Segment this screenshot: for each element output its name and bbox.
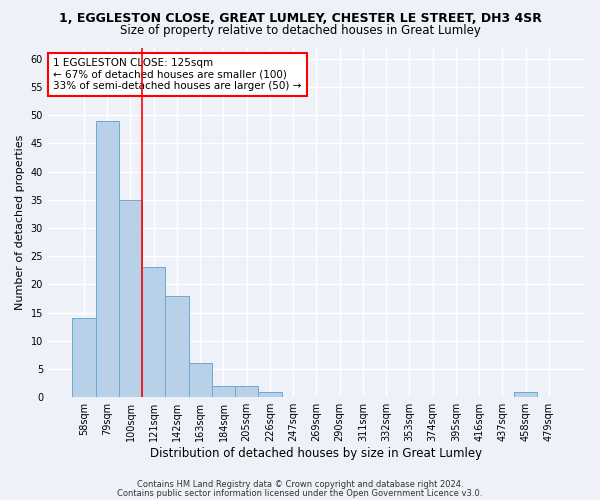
X-axis label: Distribution of detached houses by size in Great Lumley: Distribution of detached houses by size …: [151, 447, 482, 460]
Bar: [73, 318, 95, 397]
Bar: [142, 268, 166, 397]
Bar: [188, 364, 212, 397]
Bar: [95, 121, 119, 397]
Text: 1 EGGLESTON CLOSE: 125sqm
← 67% of detached houses are smaller (100)
33% of semi: 1 EGGLESTON CLOSE: 125sqm ← 67% of detac…: [53, 58, 302, 91]
Bar: [119, 200, 142, 397]
Text: 1, EGGLESTON CLOSE, GREAT LUMLEY, CHESTER LE STREET, DH3 4SR: 1, EGGLESTON CLOSE, GREAT LUMLEY, CHESTE…: [59, 12, 541, 26]
Bar: [212, 386, 235, 397]
Bar: [166, 296, 188, 397]
Y-axis label: Number of detached properties: Number of detached properties: [15, 134, 25, 310]
Bar: [235, 386, 259, 397]
Bar: [259, 392, 281, 397]
Text: Size of property relative to detached houses in Great Lumley: Size of property relative to detached ho…: [119, 24, 481, 37]
Bar: [514, 392, 538, 397]
Text: Contains HM Land Registry data © Crown copyright and database right 2024.: Contains HM Land Registry data © Crown c…: [137, 480, 463, 489]
Text: Contains public sector information licensed under the Open Government Licence v3: Contains public sector information licen…: [118, 488, 482, 498]
